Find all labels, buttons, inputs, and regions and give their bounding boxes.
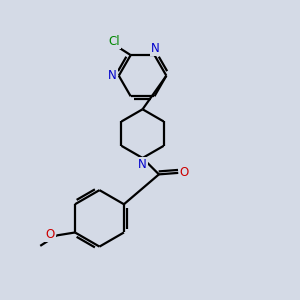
- Text: N: N: [151, 42, 159, 55]
- Text: N: N: [108, 69, 117, 82]
- Text: O: O: [45, 228, 55, 241]
- Text: Cl: Cl: [109, 35, 120, 48]
- Text: N: N: [138, 158, 147, 171]
- Text: O: O: [180, 166, 189, 179]
